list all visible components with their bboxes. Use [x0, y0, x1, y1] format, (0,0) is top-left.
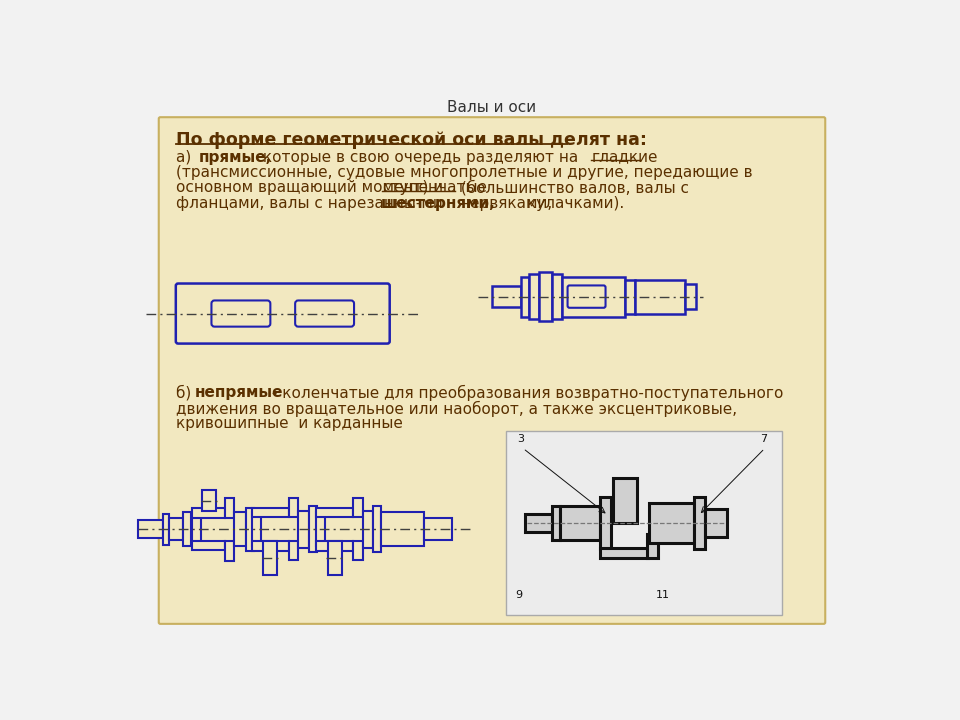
Bar — [289, 541, 299, 560]
Bar — [381, 512, 423, 546]
Bar — [529, 274, 539, 319]
Text: По форме геометрической оси валы делят на:: По форме геометрической оси валы делят н… — [176, 131, 647, 149]
Bar — [316, 508, 353, 517]
Text: Валы и оси: Валы и оси — [447, 100, 537, 115]
FancyBboxPatch shape — [295, 300, 354, 327]
FancyBboxPatch shape — [176, 284, 390, 343]
Bar — [192, 508, 225, 518]
Bar — [289, 498, 299, 517]
Text: (большинство валов, валы с: (большинство валов, валы с — [456, 180, 689, 196]
Bar — [649, 503, 694, 543]
Bar — [625, 279, 635, 313]
Bar — [192, 541, 225, 550]
Bar — [138, 520, 162, 539]
Bar — [552, 506, 560, 540]
Text: 11: 11 — [656, 590, 669, 600]
Bar — [234, 512, 247, 546]
Bar — [162, 514, 169, 544]
Text: прямые,: прямые, — [199, 150, 273, 165]
Text: 7: 7 — [760, 434, 767, 444]
Text: 9: 9 — [516, 590, 522, 600]
Bar — [506, 431, 781, 615]
Bar — [299, 510, 309, 548]
Text: (трансмиссионные, судовые многопролетные и другие, передающие в: (трансмиссионные, судовые многопролетные… — [176, 165, 753, 180]
Bar — [252, 508, 289, 517]
Text: ступенчатые: ступенчатые — [382, 180, 487, 195]
Bar — [225, 541, 234, 561]
FancyBboxPatch shape — [158, 117, 826, 624]
Bar — [182, 512, 190, 546]
Bar — [525, 514, 552, 532]
Bar — [635, 279, 685, 313]
Bar — [252, 541, 289, 551]
Bar — [562, 276, 625, 317]
Text: а): а) — [176, 150, 201, 165]
Text: непрямые: непрямые — [194, 385, 283, 400]
Bar — [203, 490, 216, 511]
Text: кулачками).: кулачками). — [522, 196, 624, 211]
Bar — [252, 512, 261, 546]
Bar — [353, 498, 363, 517]
Text: которые в свою очередь разделяют на: которые в свою очередь разделяют на — [258, 150, 588, 165]
Text: основном вращающий момент) и: основном вращающий момент) и — [176, 180, 447, 195]
Text: фланцами, валы с нарезанны-ми: фланцами, валы с нарезанны-ми — [176, 196, 447, 211]
Bar — [539, 272, 552, 321]
Bar — [225, 498, 234, 518]
Bar — [521, 276, 529, 317]
Bar — [263, 541, 277, 575]
Bar — [309, 506, 317, 552]
Text: кривошипные  и карданные: кривошипные и карданные — [176, 416, 402, 431]
Bar — [327, 541, 342, 575]
Bar — [647, 534, 659, 559]
Bar — [353, 541, 363, 560]
Bar — [685, 284, 696, 309]
Bar — [600, 497, 612, 549]
FancyBboxPatch shape — [567, 285, 606, 307]
Bar — [694, 497, 705, 549]
Text: шестернями,: шестернями, — [380, 196, 495, 211]
Bar — [169, 518, 182, 540]
Bar — [192, 512, 202, 546]
Text: гладкие: гладкие — [591, 150, 658, 165]
Text: - коленчатые для преобразования возвратно-поступательного: - коленчатые для преобразования возвратн… — [267, 385, 783, 401]
Bar — [316, 541, 353, 551]
Bar — [423, 518, 452, 540]
Text: б): б) — [176, 385, 196, 401]
Bar — [560, 506, 600, 540]
Bar — [600, 548, 648, 559]
Text: движения во вращательное или наоборот, а также эксцентриковые,: движения во вращательное или наоборот, а… — [176, 400, 737, 417]
Text: 3: 3 — [516, 434, 524, 444]
Text: червяками,: червяками, — [456, 196, 552, 211]
FancyBboxPatch shape — [211, 300, 271, 327]
Bar — [363, 510, 373, 548]
Bar — [316, 512, 325, 546]
Bar — [705, 509, 727, 537]
Bar — [247, 508, 254, 551]
Bar — [613, 478, 636, 523]
Bar — [373, 506, 381, 552]
Bar — [492, 286, 521, 307]
Bar — [552, 274, 562, 319]
